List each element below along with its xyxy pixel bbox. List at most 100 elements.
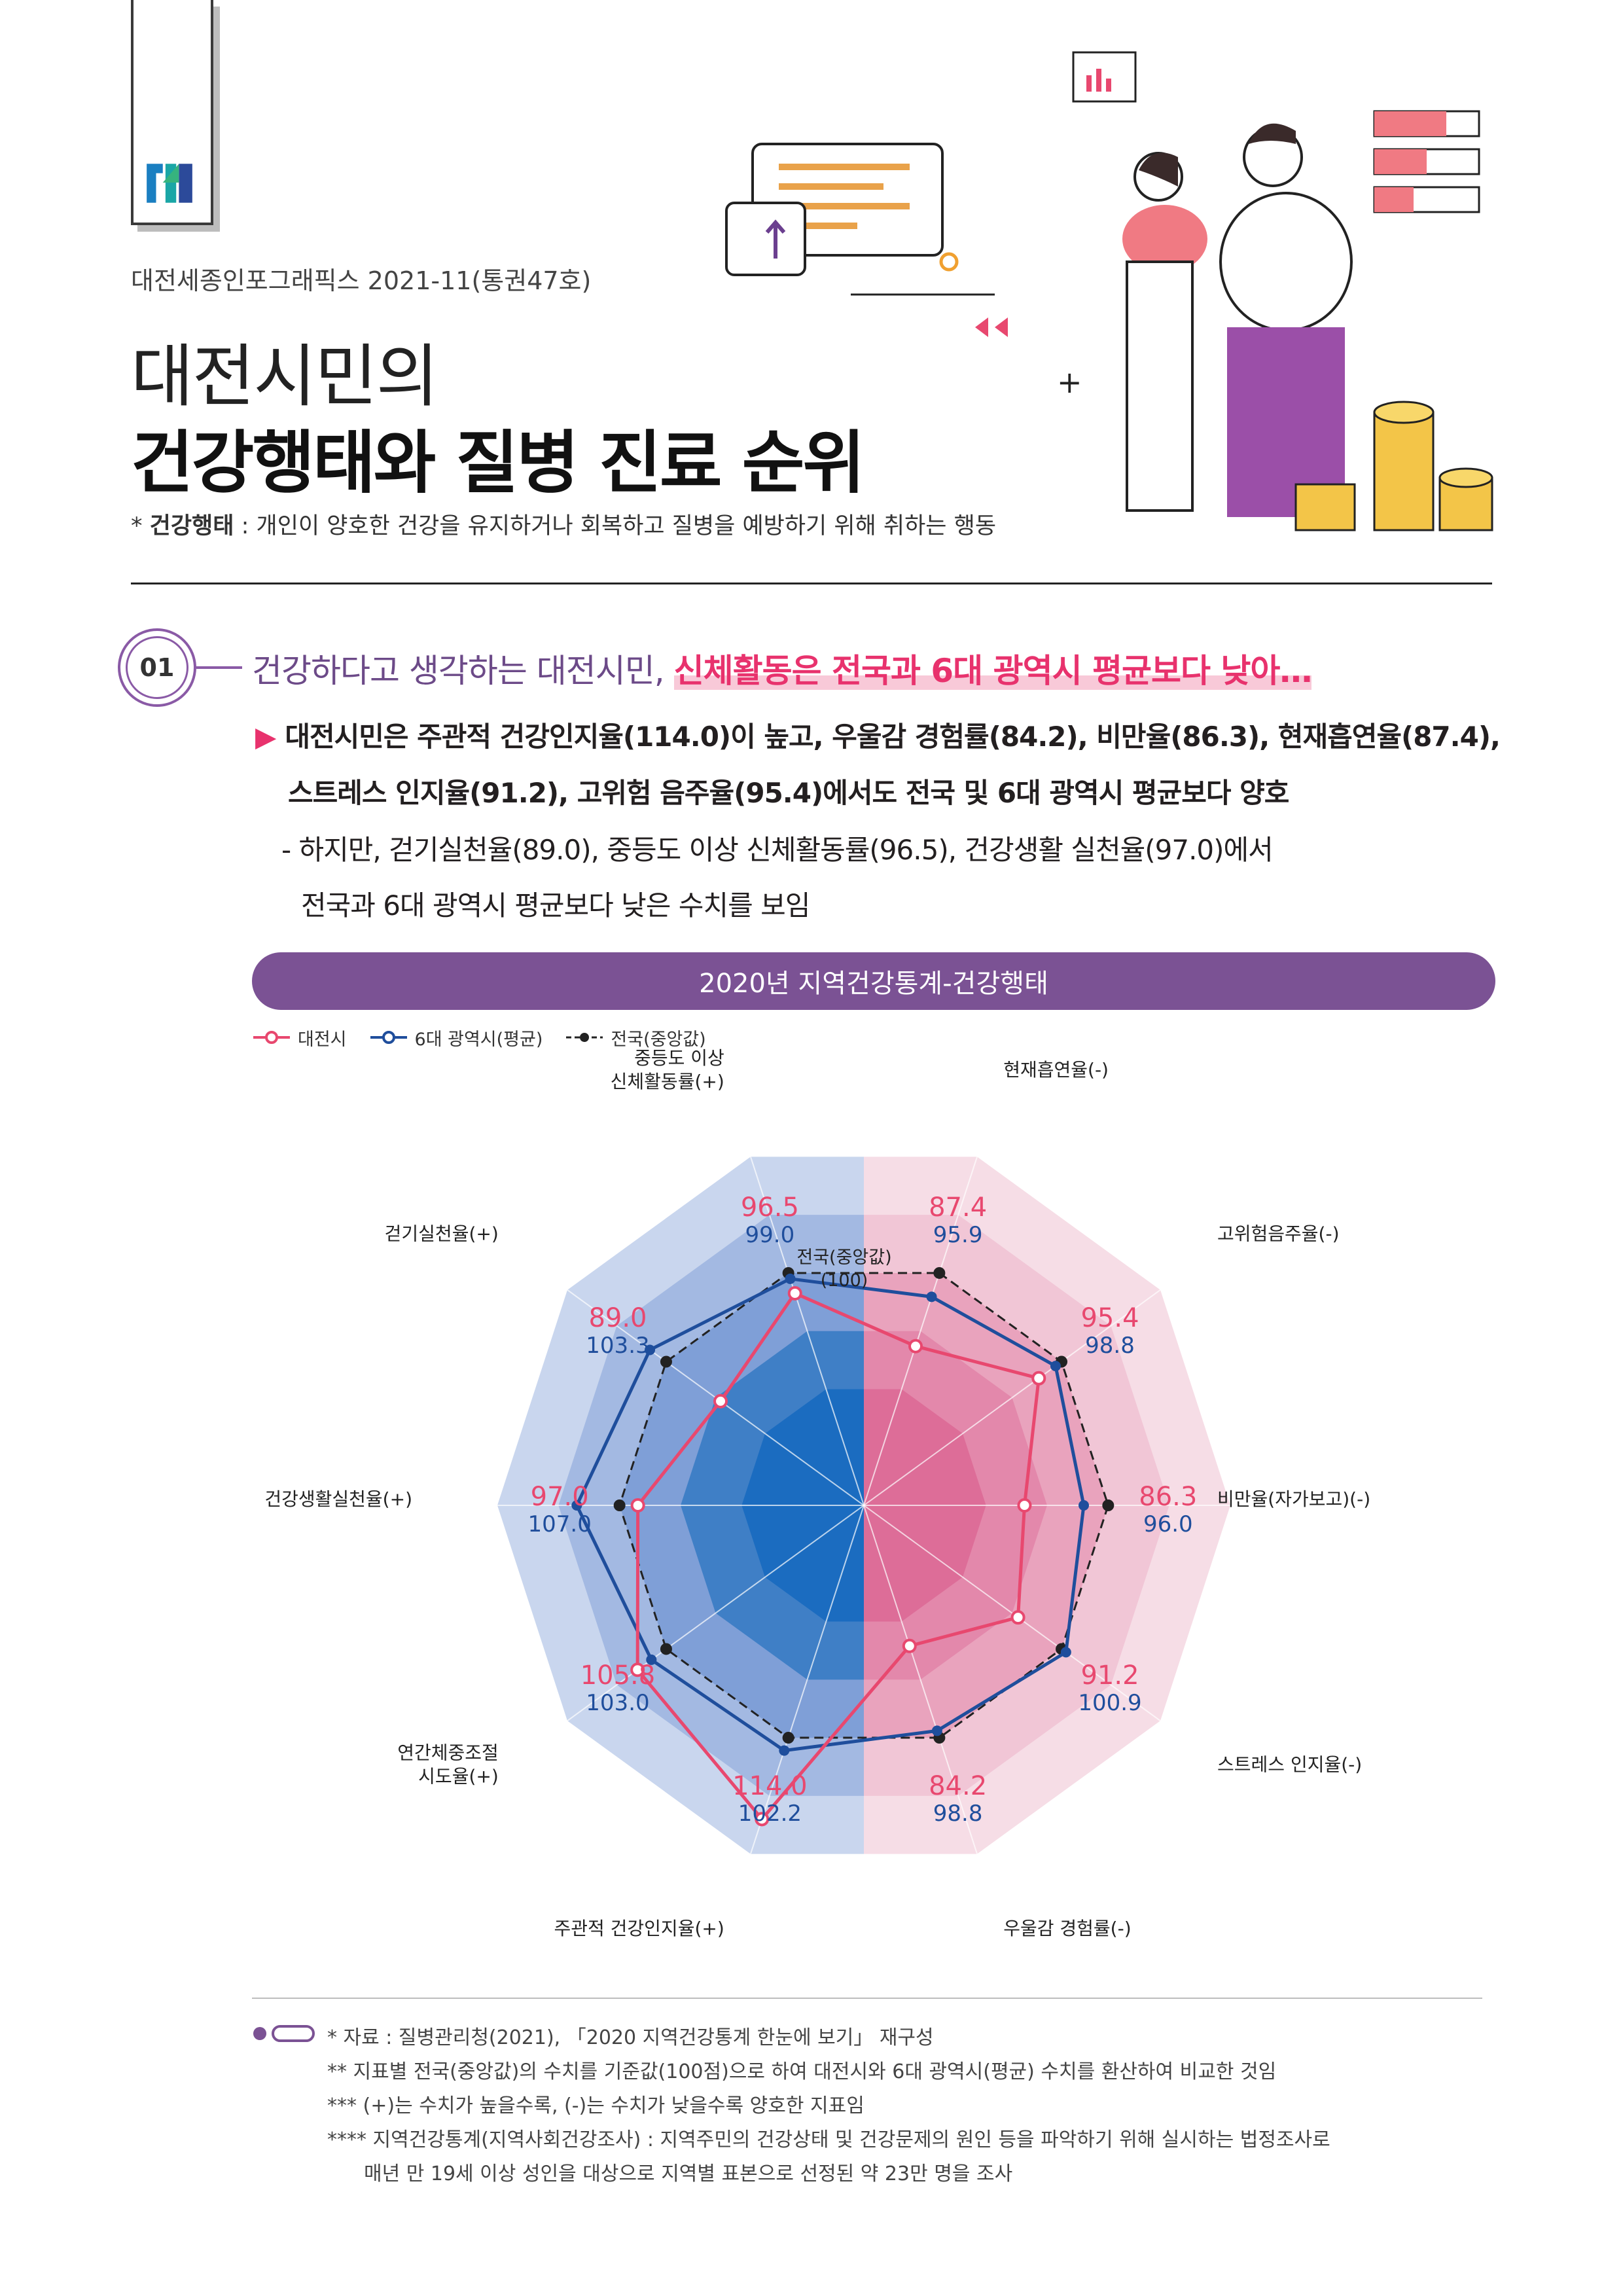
axis-label: 고위험음주율(-) [1217, 1223, 1340, 1244]
svg-text:+: + [1057, 365, 1082, 400]
radar-chart: 전국(중앙값)(100)87.495.995.498.886.396.091.2… [264, 1047, 1370, 1939]
footnote-3: *** (+)는 수치가 높을수록, (-)는 수치가 낮을수록 양호한 지표임 [327, 2094, 865, 2117]
chart-legend: 대전시 6대 광역시(평균) 전국(중앙값) [252, 1024, 728, 1050]
footnote-1: * 자료 : 질병관리청(2021), 「2020 지역건강통계 한눈에 보기」… [327, 2026, 934, 2049]
bullet-3: - 하지만, 걷기실천율(89.0), 중등도 이상 신체활동률(96.5), … [281, 834, 1274, 866]
radar-spoke [863, 1505, 1161, 1721]
axis-label: 주관적 건강인지율(+) [554, 1918, 724, 1939]
definition-footnote: * 건강행태 : 개인이 양호한 건강을 유지하거나 회복하고 질병을 예방하기… [131, 507, 996, 541]
data-label-daejeon: 87.4 [929, 1193, 987, 1223]
data-label-daejeon: 97.0 [531, 1482, 589, 1512]
series-point-0 [1017, 1498, 1032, 1513]
series-point-1 [1060, 1647, 1071, 1658]
axis-label: 중등도 이상 [634, 1047, 724, 1069]
bullet-4: 전국과 6대 광역시 평균보다 낮은 수치를 보임 [301, 889, 810, 922]
series-point-1 [926, 1291, 937, 1302]
data-label-daejeon: 86.3 [1139, 1482, 1197, 1512]
series-point-1 [931, 1725, 942, 1736]
section-headline-highlight: 신체활동은 전국과 6대 광역시 평균보다 낮아… [673, 652, 1312, 690]
center-label-base: (100) [821, 1270, 868, 1291]
data-label-metro: 103.3 [586, 1333, 649, 1359]
series-point-1 [1079, 1500, 1089, 1511]
radar-spoke [863, 1157, 978, 1506]
footnote-prefix: * [131, 513, 150, 539]
section-headline: 건강하다고 생각하는 대전시민, 신체활동은 전국과 6대 광역시 평균보다 낮… [252, 645, 1312, 692]
footnote-5: 매년 만 19세 이상 성인을 대상으로 지역별 표본으로 선정된 약 23만 … [364, 2162, 1013, 2185]
data-label-metro: 100.9 [1078, 1690, 1141, 1716]
footnote-4: **** 지역건강통계(지역사회건강조사) : 지역주민의 건강상태 및 건강문… [327, 2128, 1330, 2151]
section-connector [196, 666, 242, 669]
data-label-daejeon: 89.0 [588, 1303, 647, 1333]
legend-daejeon-label: 대전시 [298, 1029, 347, 1050]
legend-daejeon: 대전시 [252, 1025, 347, 1050]
chart-icon [1072, 51, 1137, 103]
radar-spoke [749, 1505, 865, 1854]
bullet-2: 스트레스 인지율(91.2), 고위험 음주율(95.4)에서도 전국 및 6대… [288, 777, 1289, 809]
radar-spoke [863, 1289, 1161, 1506]
series-point-1 [779, 1745, 790, 1756]
legend-metro-label: 6대 광역시(평균) [414, 1029, 543, 1050]
axis-label: 걷기실천율(+) [385, 1223, 499, 1244]
series-point-1 [571, 1500, 582, 1511]
series-point-0 [1031, 1371, 1046, 1386]
footnote-divider [252, 1998, 1482, 1999]
publisher-logo-icon [143, 156, 196, 209]
series-point-1 [645, 1344, 656, 1355]
series-point-0 [908, 1338, 923, 1354]
series-point-2 [933, 1266, 946, 1279]
data-label-daejeon: 114.0 [732, 1771, 808, 1801]
section-number: 01 [126, 636, 188, 699]
axis-label: 건강생활실천율(+) [264, 1488, 412, 1510]
radar-spoke [749, 1157, 865, 1506]
data-label-daejeon: 95.4 [1080, 1303, 1139, 1333]
data-label-metro: 103.0 [586, 1690, 649, 1716]
data-label-daejeon: 96.5 [741, 1193, 799, 1223]
legend-metro: 6대 광역시(평균) [369, 1025, 543, 1050]
section-number-badge: 01 [118, 628, 196, 707]
legend-national-icon [566, 1033, 603, 1042]
header-divider [131, 583, 1492, 584]
footnote-bullet-icon [253, 2025, 315, 2042]
data-label-daejeon: 105.8 [580, 1660, 656, 1691]
axis-label: 신체활동률(+) [611, 1071, 724, 1092]
series-point-2 [782, 1732, 794, 1744]
series-point-2 [660, 1355, 672, 1368]
axis-label: 스트레스 인지율(-) [1217, 1754, 1362, 1776]
legend-national: 전국(중앙값) [565, 1025, 706, 1050]
legend-daejeon-icon [253, 1031, 290, 1044]
series-point-0 [630, 1498, 645, 1513]
data-label-metro: 107.0 [528, 1511, 592, 1537]
axis-label: 현재흡연율(-) [1003, 1059, 1109, 1081]
series-point-0 [787, 1286, 802, 1301]
series-point-0 [630, 1662, 645, 1677]
series-point-1 [1050, 1361, 1061, 1372]
legend-metro-icon [370, 1031, 407, 1044]
series-point-1 [646, 1654, 657, 1665]
data-label-daejeon: 84.2 [929, 1771, 987, 1801]
legend-national-label: 전국(중앙값) [611, 1029, 706, 1050]
series-point-0 [755, 1812, 770, 1827]
data-label-daejeon: 91.2 [1080, 1660, 1139, 1691]
data-label-metro: 98.8 [933, 1801, 983, 1827]
axis-label: 연간체중조절 [397, 1742, 499, 1764]
bullet-1-text: 대전시민은 주관적 건강인지율(114.0)이 높고, 우울감 경험률(84.2… [285, 721, 1501, 753]
section-headline-plain: 건강하다고 생각하는 대전시민, [252, 652, 674, 690]
rewind-icon [975, 317, 1008, 337]
axis-label: 비만율(자가보고)(-) [1217, 1488, 1370, 1510]
person-woman-icon [1122, 205, 1207, 273]
axis-label: 시도율(+) [418, 1766, 499, 1787]
center-label: 전국(중앙값) [796, 1247, 891, 1268]
data-label-metro: 102.2 [738, 1801, 802, 1827]
header-illustration: + [725, 51, 1493, 531]
radar-spoke [863, 1505, 978, 1854]
series-point-2 [660, 1643, 672, 1655]
data-label-metro: 98.8 [1085, 1333, 1135, 1359]
series-point-2 [613, 1499, 626, 1511]
series-point-0 [1010, 1610, 1026, 1625]
footnote-2: ** 지표별 전국(중앙값)의 수치를 기준값(100점)으로 하여 대전시와 … [327, 2060, 1277, 2083]
page-title-line2: 건강행태와 질병 진료 순위 [131, 423, 865, 503]
data-label-metro: 96.0 [1143, 1511, 1193, 1537]
series-label: 대전세종인포그래픽스 2021-11(통권47호) [131, 266, 592, 295]
data-label-metro: 95.9 [933, 1222, 983, 1248]
footnote-term: 건강행태 [149, 513, 234, 539]
